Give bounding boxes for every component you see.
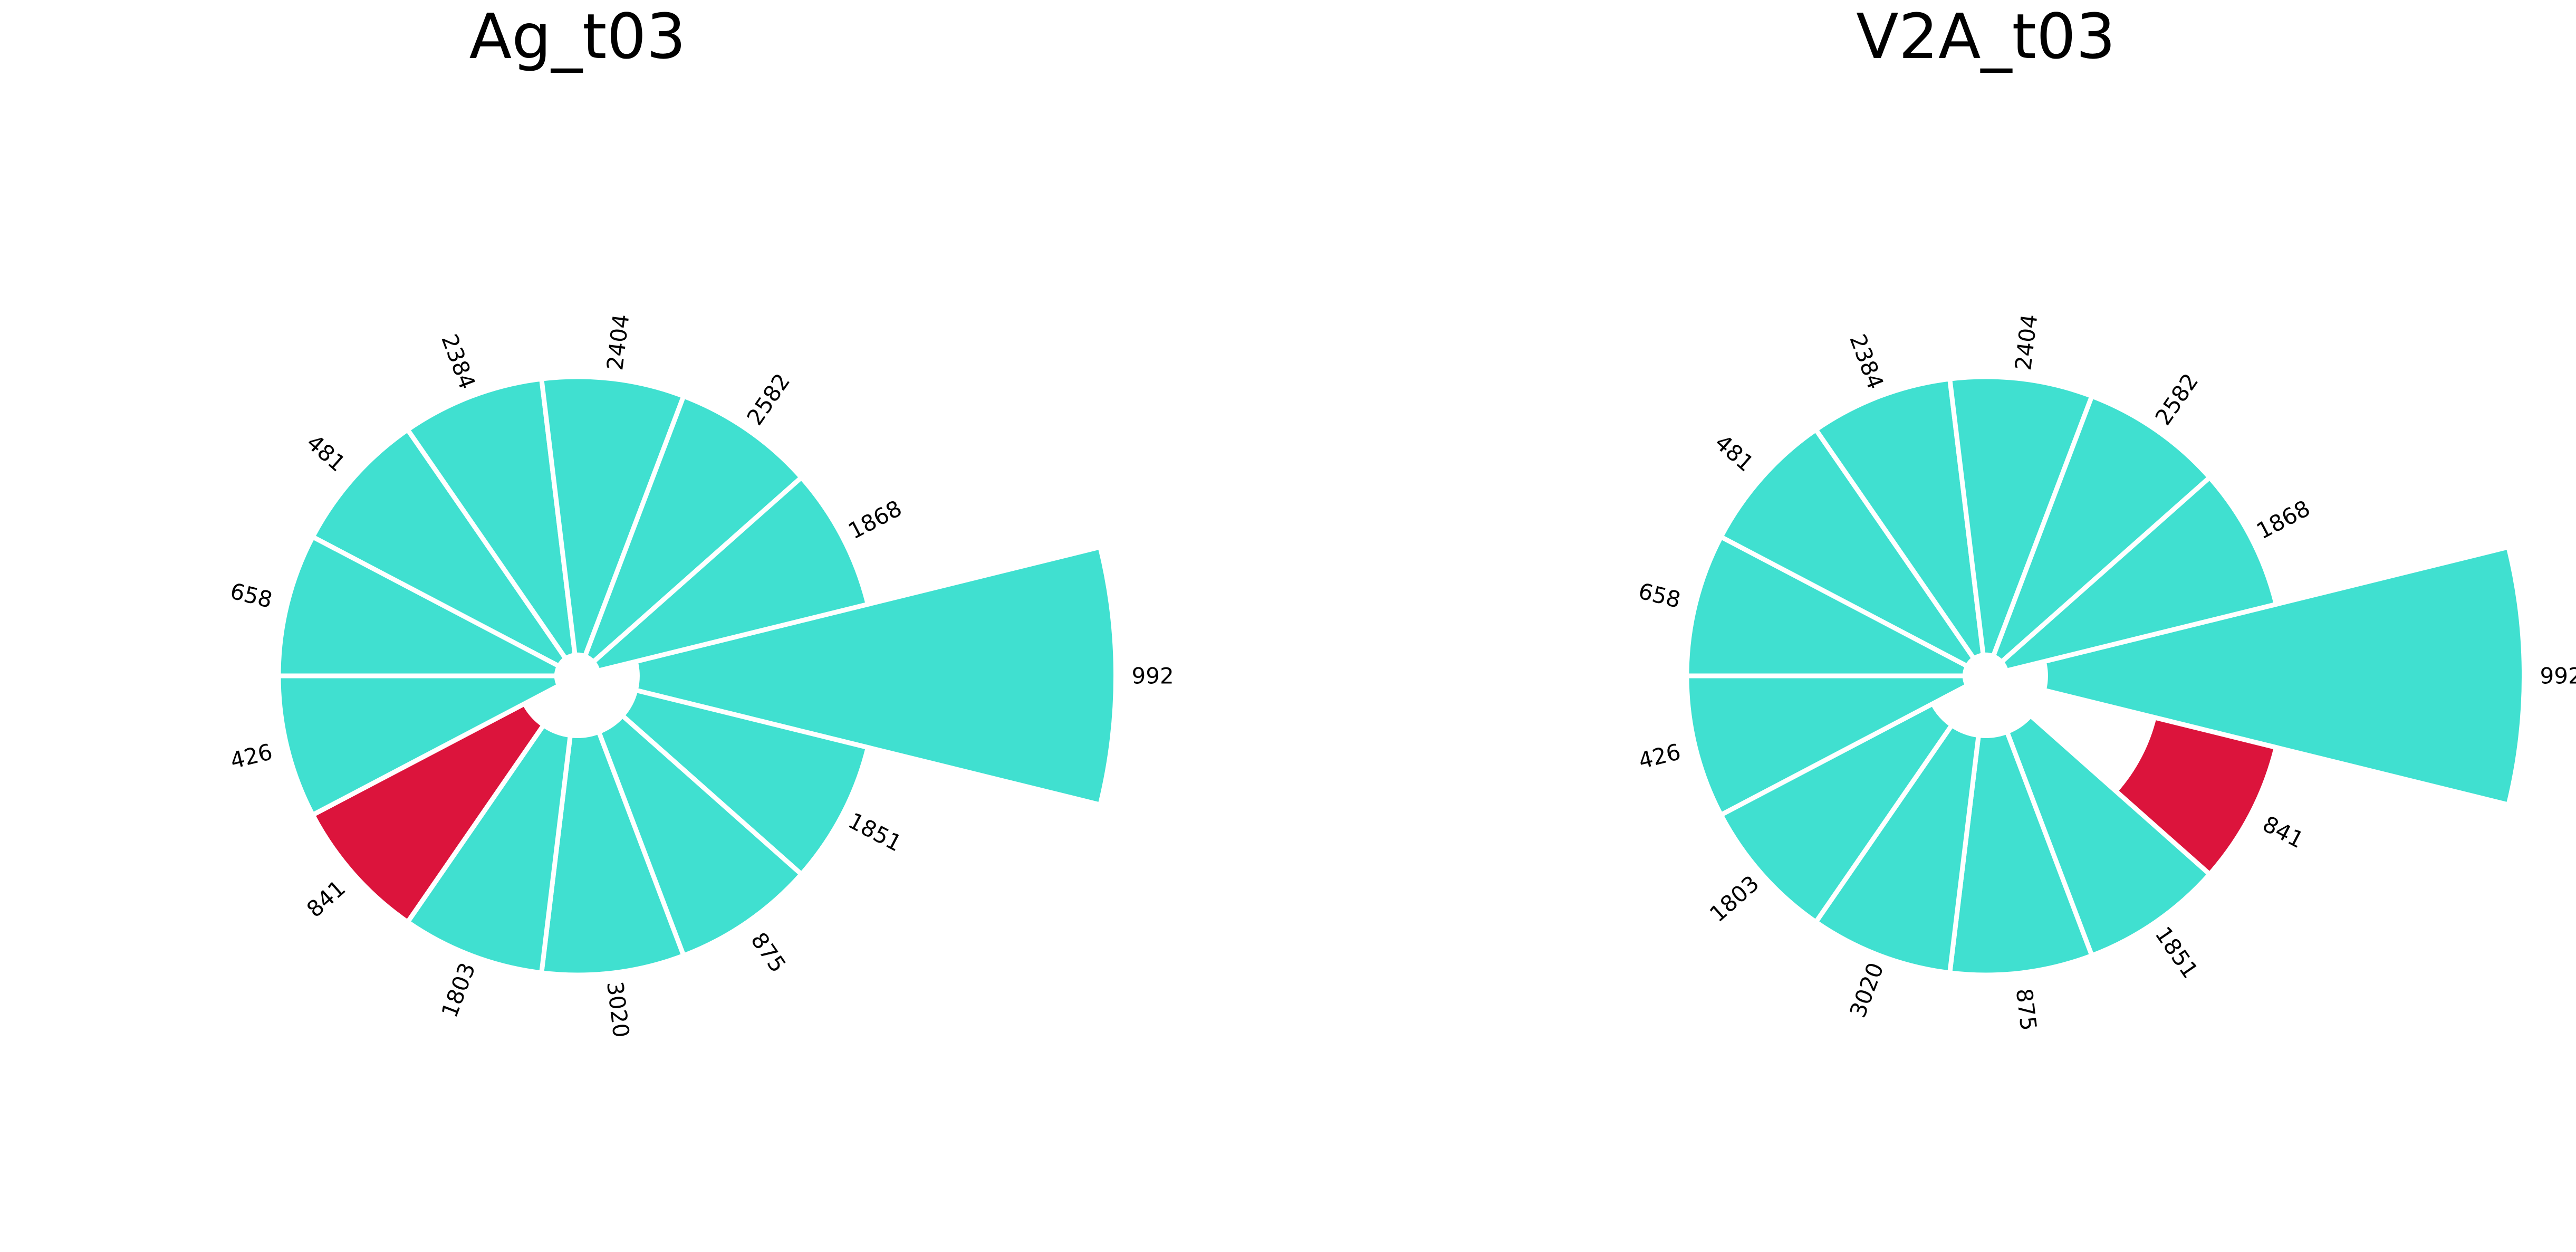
tick-label-426: 426 (228, 739, 275, 774)
tick-label-1868: 1868 (844, 495, 906, 544)
tick-label-1868: 1868 (2252, 495, 2314, 544)
tick-label-2582: 2582 (2150, 369, 2203, 430)
bar-3020 (539, 729, 687, 978)
tick-label-1851: 1851 (844, 807, 906, 856)
tick-label-2582: 2582 (742, 369, 795, 430)
tick-label-2384: 2384 (1844, 331, 1889, 393)
tick-label-992: 992 (1132, 663, 1174, 689)
tick-label-875: 875 (746, 928, 791, 977)
bar-1803 (1717, 700, 1955, 925)
bar-481 (1717, 426, 1977, 670)
bar-2404 (539, 374, 687, 660)
bar-426 (276, 673, 562, 818)
bar-1803 (404, 722, 573, 976)
bar-2582 (1990, 393, 2213, 666)
bar-2384 (1812, 376, 1986, 662)
tick-label-481: 481 (1710, 429, 1759, 477)
bar-1851 (2004, 712, 2213, 959)
tick-label-658: 658 (1636, 578, 1684, 613)
tick-label-2404: 2404 (602, 313, 635, 372)
tick-label-1851: 1851 (2150, 922, 2203, 983)
bar-2404 (1947, 374, 2095, 660)
bar-658 (276, 533, 562, 678)
bars-group (1684, 374, 2526, 978)
tick-label-3020: 3020 (1844, 959, 1889, 1021)
tick-label-3020: 3020 (602, 980, 635, 1039)
bar-1868 (590, 474, 871, 674)
bar-1851 (619, 687, 871, 878)
tick-label-481: 481 (302, 429, 351, 477)
tick-label-2404: 2404 (2010, 313, 2043, 372)
chart-ag-t03: Ag_t03 992 1851 875 3020 1803 841 426 658 481 238… (228, 0, 1174, 1039)
bar-426 (1684, 673, 1971, 818)
tick-label-658: 658 (228, 578, 275, 613)
tick-label-875: 875 (2011, 987, 2042, 1032)
bar-992 (2041, 544, 2526, 808)
bar-658 (1684, 533, 1971, 678)
tick-label-426: 426 (1636, 739, 1684, 774)
bar-992 (632, 544, 1118, 808)
bars-group (276, 374, 1118, 978)
bar-481 (309, 426, 569, 670)
bar-2384 (404, 376, 578, 662)
bar-3020 (1812, 722, 1982, 976)
tick-label-992: 992 (2540, 663, 2576, 689)
chart-v2a-t03: V2A_t03 992 841 1851 875 3020 1803 426 658 481 23… (1636, 0, 2576, 1032)
chart-title: Ag_t03 (469, 0, 686, 73)
tick-label-841: 841 (2258, 811, 2308, 854)
bar-875 (1947, 729, 2095, 978)
bar-2582 (582, 393, 805, 666)
tick-label-841: 841 (302, 875, 351, 922)
tick-label-1803: 1803 (1705, 871, 1764, 928)
chart-title: V2A_t03 (1856, 0, 2116, 73)
bar-841 (309, 700, 547, 925)
bar-875 (595, 712, 805, 959)
tick-label-1803: 1803 (436, 959, 480, 1021)
bar-1868 (1998, 474, 2279, 674)
tick-label-2384: 2384 (436, 331, 480, 393)
